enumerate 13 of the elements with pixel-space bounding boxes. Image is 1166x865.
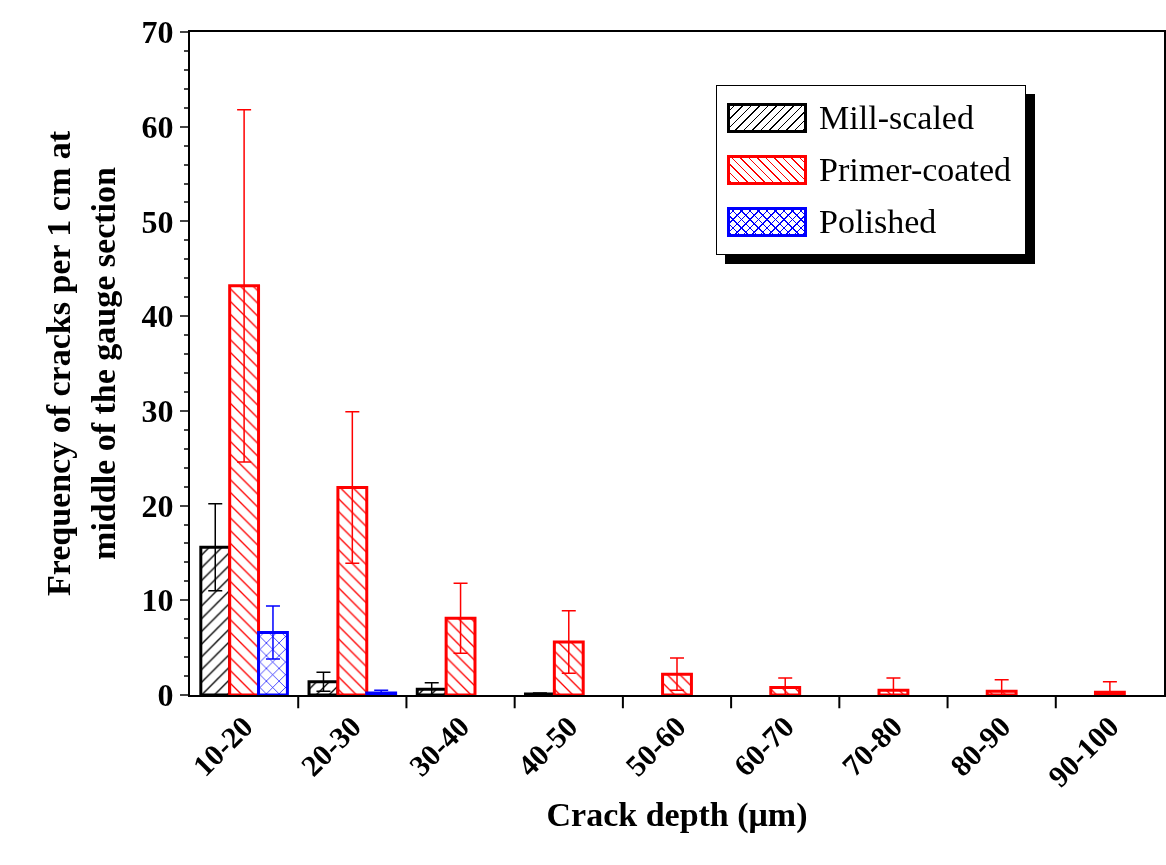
legend-label: Mill-scaled bbox=[819, 99, 974, 137]
legend-label: Primer-coated bbox=[819, 151, 1011, 189]
y-tick-label: 60 bbox=[141, 108, 174, 145]
y-tick-label: 20 bbox=[141, 487, 174, 524]
y-tick-label: 50 bbox=[141, 203, 174, 240]
y-axis-title: Frequency of cracks per 1 cm at middle of the gauge section bbox=[40, 130, 122, 597]
y-tick-label: 70 bbox=[141, 14, 174, 51]
y-tick-label: 30 bbox=[141, 393, 174, 430]
y-tick-label: 10 bbox=[141, 582, 174, 619]
y-tick-label: 0 bbox=[157, 677, 174, 714]
y-tick-label: 40 bbox=[141, 298, 174, 335]
x-axis-title: Crack depth (μm) bbox=[546, 795, 808, 834]
legend-label: Polished bbox=[819, 203, 937, 241]
